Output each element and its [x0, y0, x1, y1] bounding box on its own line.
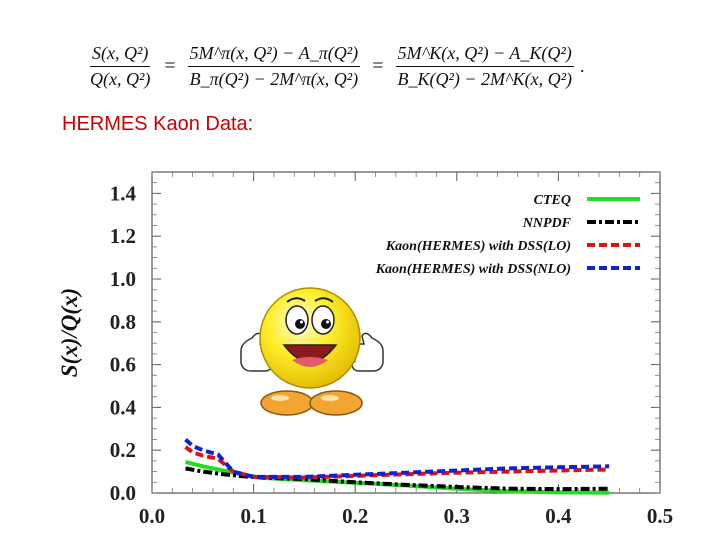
y-tick-label: 0.2 [110, 438, 136, 462]
y-tick-label: 0.4 [110, 395, 137, 419]
x-tick-label: 0.0 [139, 504, 165, 528]
series-line-3 [184, 438, 610, 479]
y-tick-label: 0.8 [110, 310, 136, 334]
y-tick-label: 1.0 [110, 267, 136, 291]
formula-lhs-numerator: S(x, Q²) [90, 43, 151, 67]
legend-label-2: Kaon(HERMES) with DSS(LO) [385, 239, 571, 254]
legend-label-0: CTEQ [534, 193, 571, 208]
section-subtitle: HERMES Kaon Data: [62, 113, 254, 135]
legend-label-3: Kaon(HERMES) with DSS(NLO) [375, 262, 571, 277]
x-tick-label: 0.5 [647, 504, 673, 528]
y-tick-label: 1.4 [110, 181, 137, 205]
y-tick-label: 0.0 [110, 481, 136, 505]
x-tick-label: 0.2 [342, 504, 368, 528]
x-tick-label: 0.1 [240, 504, 266, 528]
series-line-2 [184, 445, 610, 480]
formula-pion-denominator: B_π(Q²) − 2M^π(x, Q²) [189, 68, 359, 89]
legend-label-1: NNPDF [522, 216, 572, 231]
ratio-formula: S(x, Q²) Q(x, Q²) = 5M^π(x, Q²) − A_π(Q²… [84, 38, 584, 94]
x-tick-label: 0.4 [545, 504, 572, 528]
formula-equals-1: = [164, 54, 176, 77]
y-axis-title: S(x)/Q(x) [57, 288, 82, 377]
series-line-1 [185, 466, 610, 492]
formula-kaon: 5M^K(x, Q²) − A_K(Q²) B_K(Q²) − 2M^K(x, … [395, 43, 574, 90]
formula-lhs: S(x, Q²) Q(x, Q²) [88, 43, 152, 90]
formula-period: . [579, 55, 585, 76]
formula-pion: 5M^π(x, Q²) − A_π(Q²) B_π(Q²) − 2M^π(x, … [187, 43, 361, 90]
plot-frame [151, 171, 661, 494]
formula-lhs-denominator: Q(x, Q²) [90, 68, 151, 89]
y-tick-label: 0.6 [110, 353, 136, 377]
y-tick-label: 1.2 [110, 224, 136, 248]
smiley-thumbs-up-image [240, 287, 384, 416]
formula-kaon-numerator: 5M^K(x, Q²) − A_K(Q²) [395, 43, 574, 67]
formula-equals-2: = [372, 54, 384, 77]
formula-kaon-denominator: B_K(Q²) − 2M^K(x, Q²) [397, 68, 572, 89]
formula-pion-numerator: 5M^π(x, Q²) − A_π(Q²) [187, 43, 361, 67]
x-tick-label: 0.3 [444, 504, 470, 528]
